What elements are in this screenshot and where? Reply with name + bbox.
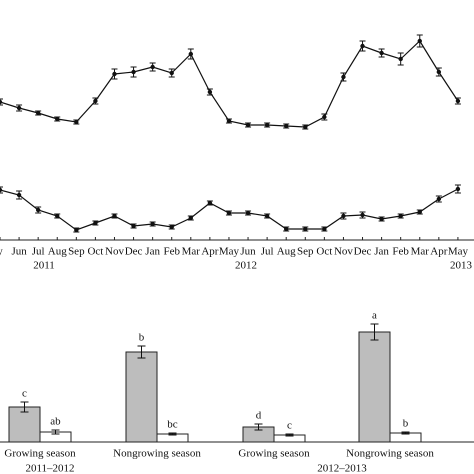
significance-letter: b [139, 332, 145, 344]
point [188, 51, 193, 57]
point [245, 210, 251, 216]
significance-letter: a [372, 310, 377, 322]
x-tick-label: Mar [411, 246, 430, 258]
x-tick-label: Jun [11, 246, 27, 258]
point [322, 114, 327, 120]
x-tick-label: Aug [48, 246, 67, 258]
x-tick-label: Feb [163, 246, 180, 258]
x-tick-label: May [219, 246, 240, 258]
point [436, 69, 442, 75]
point [284, 226, 289, 232]
significance-letter: b [403, 418, 409, 430]
point [417, 209, 422, 215]
point [455, 186, 461, 192]
year-label: 2011 [33, 260, 55, 272]
point [341, 74, 346, 80]
point [150, 64, 155, 70]
point [74, 227, 79, 233]
point [226, 210, 232, 216]
point [436, 196, 442, 202]
point [169, 224, 174, 230]
point [398, 213, 403, 219]
group-label: 2011–2012 [25, 463, 74, 474]
x-tick-label: Jul [261, 246, 274, 258]
x-tick-label: Apr [430, 246, 447, 258]
significance-letter: ab [50, 416, 61, 428]
x-tick-label: Jun [240, 246, 256, 258]
point [55, 213, 60, 219]
category-label: Nongrowing season [113, 448, 201, 460]
point [303, 226, 308, 232]
bar [125, 351, 158, 443]
point [188, 215, 193, 221]
x-tick-label: Aug [277, 246, 296, 258]
x-tick-label: Mar [182, 246, 201, 258]
point [131, 69, 136, 75]
point [0, 187, 3, 193]
point [150, 221, 155, 227]
point [379, 50, 384, 56]
year-label: 2012 [235, 260, 257, 272]
significance-letter: c [22, 388, 27, 400]
point [284, 123, 289, 129]
point [322, 226, 327, 232]
x-tick-label: Dec [354, 246, 372, 258]
point [245, 122, 251, 128]
point [379, 216, 384, 222]
point [207, 89, 213, 95]
point [131, 223, 136, 229]
x-tick-label: Nov [334, 246, 353, 258]
point [112, 71, 117, 77]
x-tick-label: Dec [125, 246, 143, 258]
x-tick-label: Jul [32, 246, 45, 258]
point [35, 110, 41, 116]
point [417, 38, 422, 44]
point [93, 98, 98, 104]
category-label: Growing season [4, 448, 76, 460]
x-tick-label: y [0, 246, 3, 258]
point [207, 200, 213, 206]
point [112, 213, 117, 219]
group-label: 2012–2013 [317, 463, 367, 474]
point [55, 116, 60, 122]
point [16, 105, 22, 111]
category-label: Growing season [238, 448, 310, 460]
point [398, 56, 403, 62]
point [303, 124, 308, 130]
point [16, 192, 22, 198]
x-tick-label: Jan [374, 246, 389, 258]
line [0, 40, 459, 128]
point [341, 213, 346, 219]
x-tick-label: Apr [201, 246, 218, 258]
x-tick-label: Sep [297, 246, 314, 258]
point [35, 207, 41, 213]
point [455, 98, 461, 104]
point [93, 220, 98, 226]
point [360, 212, 365, 218]
x-tick-label: Jan [145, 246, 160, 258]
point [264, 213, 270, 219]
significance-letter: d [256, 410, 262, 422]
category-label: Nongrowing season [346, 448, 434, 460]
significance-letter: bc [167, 419, 178, 431]
bar [8, 406, 41, 443]
point [0, 99, 3, 105]
x-tick-label: Oct [316, 246, 332, 258]
x-tick-label: Oct [87, 246, 103, 258]
x-tick-label: Sep [68, 246, 85, 258]
x-tick-label: May [448, 246, 469, 258]
point [74, 119, 79, 125]
point [169, 70, 174, 76]
x-tick-label: Feb [392, 246, 409, 258]
line [0, 188, 459, 231]
bar [358, 331, 391, 443]
year-label: 2013 [450, 260, 473, 272]
point [226, 118, 232, 124]
point [264, 122, 270, 128]
point [360, 43, 365, 49]
x-tick-label: Nov [105, 246, 124, 258]
significance-letter: c [287, 420, 292, 432]
